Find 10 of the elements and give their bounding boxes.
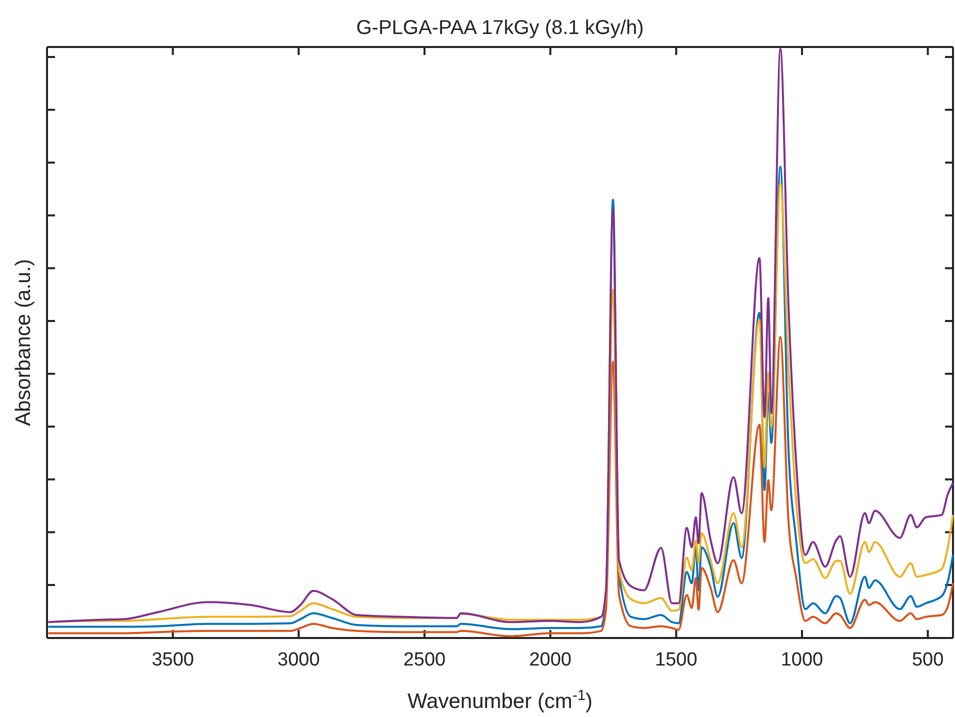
x-tick-label: 1500	[655, 649, 698, 670]
chart-title: G-PLGA-PAA 17kGy (8.1 kGy/h)	[356, 17, 644, 39]
x-tick-label: 2000	[529, 649, 572, 670]
x-tick-label: 500	[912, 649, 944, 670]
x-tick-label: 3000	[278, 649, 320, 670]
y-axis-title: Absorbance (a.u.)	[12, 259, 35, 426]
x-tick-label: 3500	[152, 649, 194, 670]
x-tick-label: 1000	[780, 649, 824, 670]
x-axis-title: Wavenumber (cm$^{-1}$)	[408, 688, 592, 713]
x-tick-label: 2500	[403, 649, 446, 670]
